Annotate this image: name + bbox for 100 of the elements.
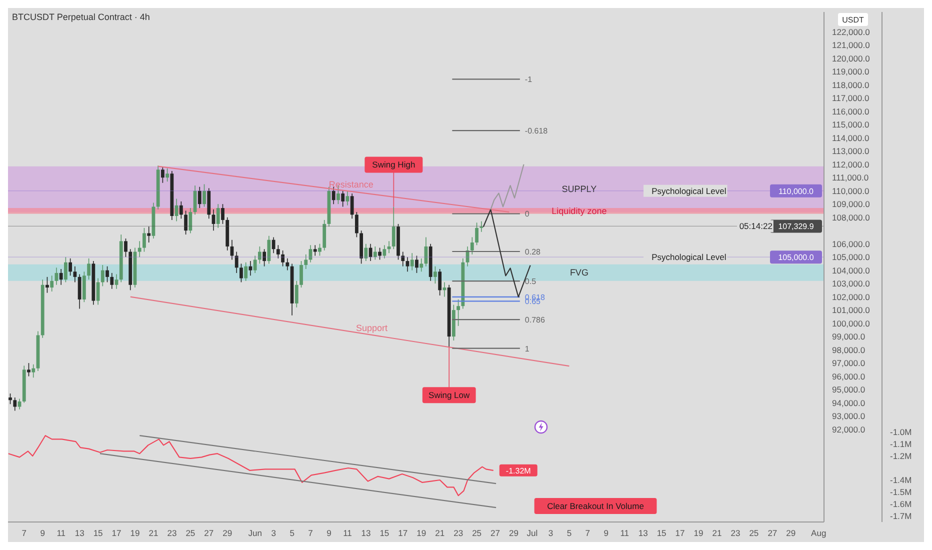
x-tick-label: 11 — [56, 528, 66, 538]
candlestick — [110, 272, 114, 290]
x-tick-label: 21 — [148, 528, 158, 538]
y-tick-label: 118,000.0 — [832, 80, 870, 90]
y-tick-label: 108,000.0 — [832, 212, 870, 222]
annotation: Clear Breakout In Volume — [547, 501, 644, 511]
candlestick — [106, 266, 109, 283]
candlestick — [202, 184, 206, 208]
x-tick-label: 11 — [343, 528, 352, 538]
y-tick-label: 117,000.0 — [832, 93, 870, 104]
x-tick-label: Jul — [526, 528, 538, 538]
ref-line-label: 110,000.0 — [778, 186, 814, 196]
x-tick-label: 15 — [93, 528, 104, 538]
candlestick — [174, 198, 178, 222]
candlestick — [46, 276, 49, 294]
candlestick — [442, 282, 446, 298]
candlestick — [262, 248, 266, 267]
candlestick — [406, 256, 410, 272]
y-tick-label: 113,000.0 — [832, 146, 870, 156]
series-label: -0.618 — [524, 126, 548, 136]
candlestick — [341, 190, 345, 208]
candlestick — [420, 258, 424, 272]
candlestick — [100, 264, 104, 287]
x-tick-label: Aug — [811, 528, 826, 538]
x-tick-label: 19 — [130, 528, 140, 538]
x-tick-label: 17 — [398, 528, 408, 538]
x-tick-label: 29 — [509, 528, 519, 538]
candlestick — [32, 364, 36, 378]
series-label: 0.786 — [524, 316, 546, 325]
candlestick — [184, 210, 188, 235]
candlestick — [276, 244, 280, 259]
y2-tick-label: -1.7M — [890, 511, 912, 522]
y2-tick-label: -1.2M — [890, 451, 912, 462]
y-tick-label: 102,000.0 — [832, 292, 870, 302]
y-tick-label: 109,000.0 — [832, 199, 870, 210]
y-tick-label: 119,000.0 — [832, 66, 870, 77]
annotation: 05:14:22 — [739, 221, 773, 232]
y-tick-label: 121,000.0 — [832, 40, 870, 50]
y2-tick-label: -1.1M — [890, 439, 912, 450]
x-tick-label: 27 — [768, 528, 778, 538]
y-tick-label: 104,000.0 — [832, 265, 870, 276]
candlestick — [234, 251, 238, 274]
candlestick — [87, 258, 90, 280]
x-tick-label: 15 — [380, 528, 390, 538]
candlestick — [322, 220, 326, 251]
annotation: Psychological Level — [652, 186, 726, 196]
y-tick-label: 96,000.0 — [832, 371, 866, 382]
y-tick-label: 101,000.0 — [832, 305, 870, 316]
x-tick-label: 29 — [786, 528, 796, 538]
candlestick — [286, 258, 290, 271]
x-tick-label: 9 — [40, 528, 46, 538]
candlestick — [354, 212, 358, 238]
series-label: Resistance — [328, 179, 374, 190]
candlestick — [8, 393, 12, 405]
candlestick — [318, 243, 322, 256]
candlestick — [253, 255, 257, 274]
x-tick-label: 11 — [620, 528, 630, 538]
chart-title: BTCUSDT Perpetual Contract · 4h — [12, 12, 150, 22]
x-tick-label: Jun — [248, 528, 262, 538]
x-tick-label: 3 — [548, 528, 554, 538]
x-tick-label: 7 — [308, 528, 314, 538]
candlestick — [179, 201, 183, 220]
candlestick — [212, 208, 216, 231]
candlestick — [13, 397, 17, 412]
x-tick-label: 25 — [472, 528, 482, 538]
x-tick-label: 23 — [730, 528, 740, 538]
band-label: SUPPLY — [562, 184, 597, 194]
y-tick-label: 116,000.0 — [832, 106, 870, 116]
ref-line-label: 105,000.0 — [778, 253, 814, 262]
candlestick — [114, 274, 118, 290]
candlestick — [78, 274, 82, 310]
x-tick-label: 13 — [361, 528, 371, 538]
candlestick — [415, 255, 418, 274]
candlestick — [438, 268, 442, 296]
annotation: Swing High — [372, 160, 416, 170]
candlestick — [198, 186, 202, 208]
y-tick-label: 106,000.0 — [832, 238, 870, 249]
y2-tick-label: -1.0M — [890, 427, 912, 438]
candlestick — [138, 240, 142, 258]
x-tick-label: 9 — [326, 528, 332, 538]
y-tick-label: 105,000.0 — [832, 252, 870, 262]
candlestick — [378, 247, 382, 260]
candlestick — [18, 398, 22, 410]
candlestick — [350, 193, 354, 220]
candlestick — [373, 246, 377, 260]
x-tick-label: 23 — [454, 528, 464, 538]
candlestick — [221, 204, 224, 224]
y-tick-label: 114,000.0 — [832, 132, 870, 143]
y-tick-label: 93,000.0 — [832, 411, 866, 422]
x-tick-label: 9 — [604, 528, 609, 538]
x-tick-label: 21 — [712, 528, 722, 538]
band-label: FVG — [570, 268, 588, 278]
x-tick-label: 5 — [566, 528, 572, 538]
y-tick-label: 110,000.0 — [832, 186, 870, 196]
series-label: 1 — [524, 344, 530, 354]
y-tick-label: 122,000.0 — [832, 26, 870, 37]
x-tick-label: 13 — [74, 528, 85, 538]
series-label: Support — [356, 322, 388, 333]
candlestick — [59, 268, 63, 286]
x-tick-label: 3 — [271, 528, 276, 538]
